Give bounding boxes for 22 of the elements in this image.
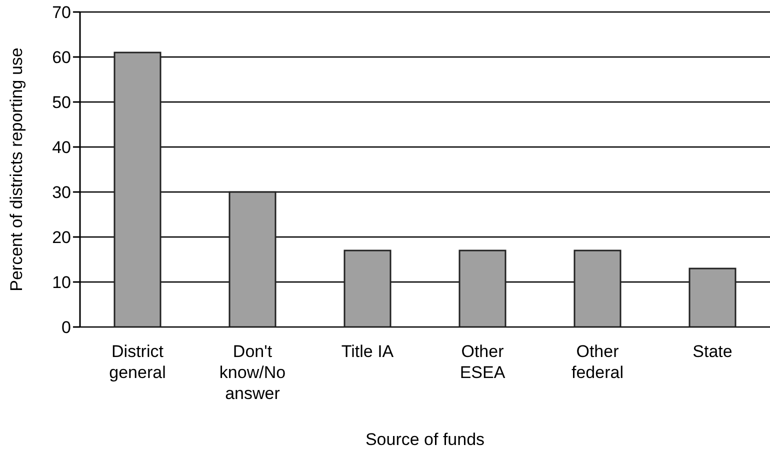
x-axis-title: Source of funds	[365, 430, 485, 449]
y-tick-label: 40	[52, 138, 71, 158]
x-tick-label: State	[692, 342, 732, 361]
bar	[228, 191, 276, 327]
bar	[458, 250, 506, 327]
bar	[114, 52, 162, 327]
x-tick-label: Don't know/No answer	[219, 342, 286, 403]
bar	[574, 250, 622, 327]
y-tick-label: 10	[52, 273, 71, 292]
x-tick-label: Other ESEA	[460, 342, 506, 382]
y-tick-label: 60	[52, 48, 71, 68]
x-tick-label: District general	[109, 342, 166, 382]
x-tick-label: Title IA	[341, 342, 394, 361]
y-tick-label: 50	[52, 93, 71, 112]
y-tick-label: 20	[52, 228, 71, 248]
bar	[688, 268, 736, 327]
x-tick-label: Other federal	[572, 342, 624, 382]
y-axis-title: Percent of districts reporting use	[7, 48, 26, 292]
y-tick-label: 30	[52, 183, 71, 202]
bar	[344, 250, 392, 327]
y-tick-label: 70	[52, 3, 71, 22]
y-tick-label: 0	[62, 318, 71, 338]
